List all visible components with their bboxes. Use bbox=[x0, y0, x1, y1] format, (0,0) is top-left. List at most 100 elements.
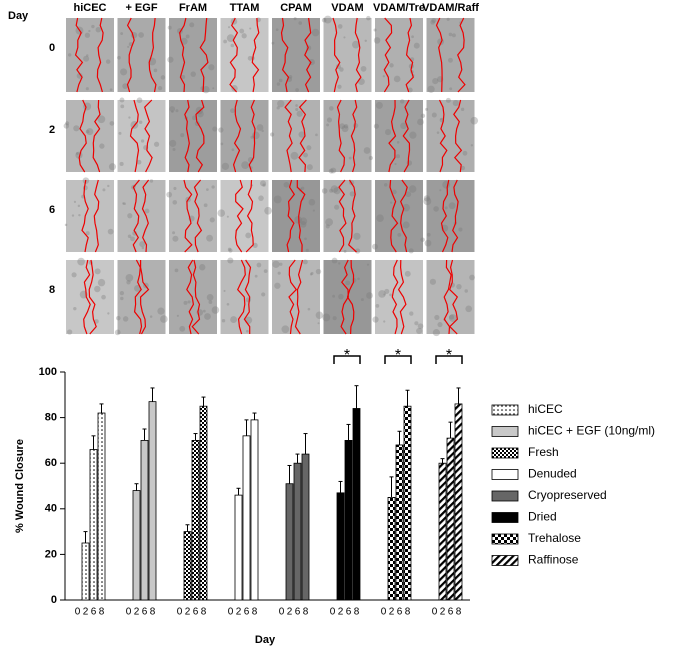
texture bbox=[107, 228, 114, 235]
texture bbox=[73, 306, 77, 311]
wound-edge bbox=[245, 179, 254, 253]
texture bbox=[218, 127, 224, 133]
column-label: FrAM bbox=[179, 2, 207, 14]
wound-edge bbox=[183, 179, 193, 253]
texture bbox=[175, 109, 179, 113]
texture bbox=[383, 293, 386, 296]
texture bbox=[431, 112, 437, 118]
texture bbox=[343, 249, 347, 253]
texture bbox=[261, 292, 266, 297]
texture bbox=[281, 325, 290, 334]
y-tick-label: 20 bbox=[45, 548, 57, 560]
texture bbox=[373, 37, 381, 44]
micrograph bbox=[375, 18, 423, 92]
texture bbox=[288, 74, 293, 79]
texture bbox=[395, 154, 401, 159]
wound-edge bbox=[193, 179, 203, 253]
texture bbox=[385, 129, 392, 136]
texture bbox=[264, 206, 272, 215]
wound-edge bbox=[443, 259, 452, 335]
wound-edge bbox=[383, 17, 393, 93]
texture bbox=[227, 257, 234, 264]
texture bbox=[105, 59, 111, 64]
texture bbox=[427, 85, 435, 93]
wound-edge bbox=[457, 17, 466, 93]
x-tick-label: 2 bbox=[440, 607, 446, 618]
texture bbox=[130, 236, 135, 242]
wound-edge bbox=[96, 17, 104, 93]
x-tick-label: 8 bbox=[303, 607, 309, 618]
texture bbox=[321, 188, 328, 194]
texture bbox=[360, 298, 364, 301]
texture bbox=[345, 280, 351, 286]
texture bbox=[85, 129, 90, 134]
texture bbox=[339, 123, 345, 129]
texture bbox=[423, 197, 432, 206]
texture bbox=[373, 28, 377, 32]
x-tick-label: 2 bbox=[236, 607, 242, 618]
significance-mark: * bbox=[344, 347, 350, 364]
texture bbox=[75, 152, 79, 155]
micrograph bbox=[272, 100, 320, 172]
x-tick-label: 8 bbox=[252, 607, 258, 618]
texture bbox=[77, 257, 85, 266]
texture bbox=[357, 277, 360, 281]
texture bbox=[404, 270, 411, 277]
texture bbox=[382, 75, 385, 78]
x-tick-label: 0 bbox=[279, 607, 285, 618]
texture bbox=[312, 209, 315, 212]
texture bbox=[217, 209, 226, 217]
micrograph bbox=[375, 260, 423, 334]
texture bbox=[203, 203, 208, 208]
wound-edge bbox=[336, 99, 346, 173]
texture bbox=[389, 63, 394, 68]
bar bbox=[446, 437, 455, 601]
texture bbox=[333, 187, 341, 195]
legend-swatch bbox=[491, 447, 519, 459]
texture bbox=[465, 305, 473, 313]
texture bbox=[260, 180, 267, 187]
texture bbox=[329, 106, 334, 111]
texture bbox=[226, 34, 235, 43]
wound-edge bbox=[78, 99, 87, 173]
legend-label: Trehalose bbox=[528, 531, 581, 545]
texture bbox=[309, 273, 313, 276]
texture bbox=[295, 88, 299, 92]
row-label: 8 bbox=[49, 284, 55, 296]
texture bbox=[169, 106, 176, 112]
texture bbox=[354, 248, 361, 254]
texture bbox=[276, 106, 280, 110]
texture bbox=[331, 257, 338, 264]
y-tick-label: 40 bbox=[45, 503, 57, 515]
column-label: VDAM/Raff bbox=[422, 2, 479, 14]
column-label: hiCEC bbox=[74, 2, 107, 14]
texture bbox=[402, 221, 410, 229]
x-tick-label: 6 bbox=[295, 607, 301, 618]
texture bbox=[118, 131, 122, 135]
texture bbox=[392, 189, 397, 195]
texture bbox=[311, 28, 320, 37]
bar bbox=[183, 531, 192, 601]
texture bbox=[349, 191, 355, 197]
texture bbox=[120, 32, 124, 35]
texture bbox=[254, 274, 258, 278]
texture bbox=[73, 125, 80, 132]
wound-edge bbox=[184, 99, 190, 173]
texture bbox=[174, 268, 179, 273]
texture bbox=[185, 34, 190, 39]
texture bbox=[322, 313, 331, 322]
texture bbox=[383, 320, 386, 323]
texture bbox=[307, 307, 311, 311]
x-tick-label: 0 bbox=[381, 607, 387, 618]
wound-edge bbox=[453, 99, 463, 173]
texture bbox=[95, 27, 101, 33]
texture bbox=[407, 87, 413, 93]
texture bbox=[277, 271, 281, 275]
wound-edge bbox=[133, 259, 143, 335]
texture bbox=[231, 85, 238, 92]
micrograph bbox=[220, 180, 269, 252]
micrograph bbox=[426, 180, 475, 252]
texture bbox=[409, 311, 414, 316]
texture bbox=[420, 113, 426, 119]
legend-swatch bbox=[491, 426, 519, 437]
